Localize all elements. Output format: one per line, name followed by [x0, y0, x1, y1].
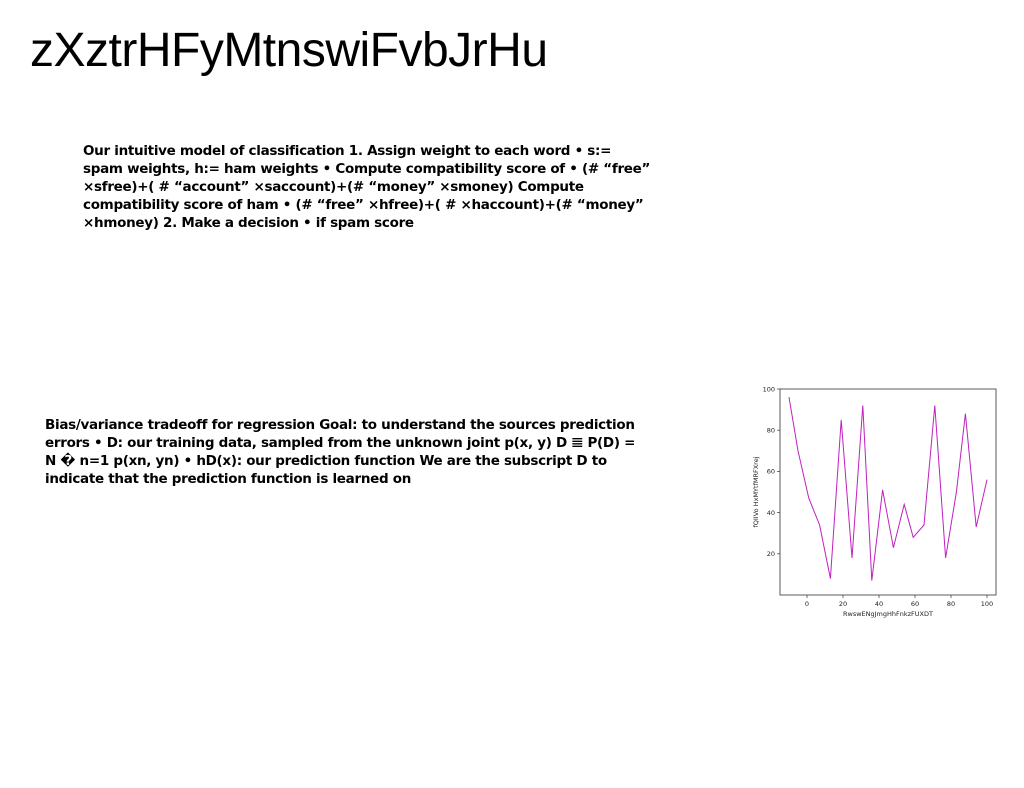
line-chart: 0 20 40 60 80 100 20 40 60 80 100 RwswENgJmgHhFnkz… — [750, 380, 1005, 620]
plot-frame — [779, 388, 997, 596]
y-tick-label: 80 — [767, 427, 775, 435]
chart-ticks: 0 20 40 60 80 100 20 40 60 80 100 — [763, 385, 994, 608]
y-tick-label: 20 — [767, 550, 775, 558]
x-tick-label: 20 — [839, 600, 847, 608]
page-title: zXztrHFyMtnswiFvbJrHu — [30, 24, 548, 77]
x-tick-label: 100 — [981, 600, 993, 608]
x-axis-label: RwswENgJmgHhFnkzFUXDT — [843, 610, 933, 618]
paragraph-classification: Our intuitive model of classification 1.… — [83, 143, 651, 231]
x-tick-label: 40 — [875, 600, 883, 608]
y-tick-label: 40 — [767, 509, 775, 517]
series-line — [788, 397, 988, 581]
x-tick-label: 60 — [911, 600, 919, 608]
y-tick-label: 100 — [763, 385, 775, 393]
y-tick-label: 60 — [767, 468, 775, 476]
x-tick-label: 80 — [947, 600, 955, 608]
line-chart-svg: 0 20 40 60 80 100 20 40 60 80 100 RwswENgJmgHhFnkz… — [752, 385, 997, 618]
y-axis-label: fQIIVo HxMYtfMRFXrej — [752, 456, 760, 527]
x-tick-label: 0 — [805, 600, 809, 608]
paragraph-bias-variance: Bias/variance tradeoff for regression Go… — [45, 417, 636, 487]
